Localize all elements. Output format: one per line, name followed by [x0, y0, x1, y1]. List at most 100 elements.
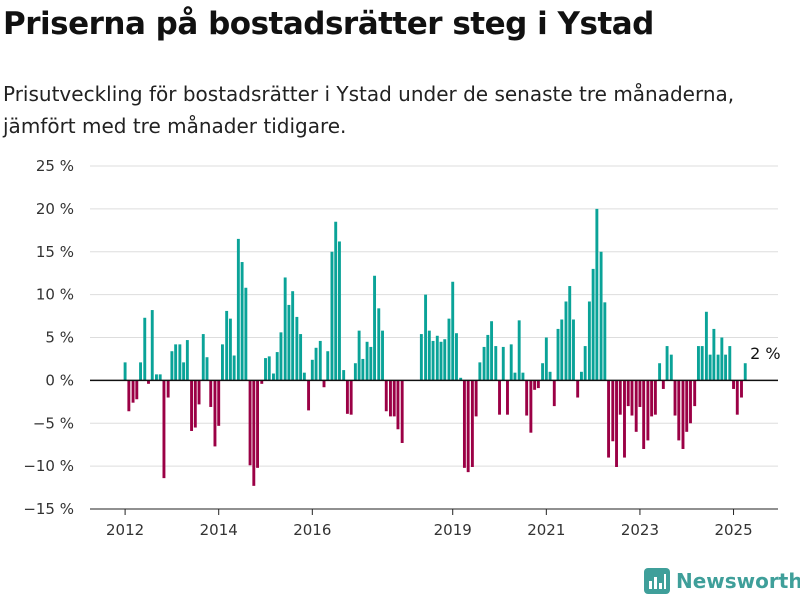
bar [166, 380, 170, 398]
bar [712, 328, 716, 381]
bar [127, 380, 131, 412]
bar [552, 380, 556, 407]
bar [221, 344, 224, 381]
chart-bars [123, 208, 747, 486]
bar [591, 268, 595, 381]
bar [544, 337, 548, 381]
bar [314, 347, 318, 381]
bar [155, 374, 158, 381]
bar [431, 340, 435, 381]
bar [560, 319, 564, 381]
bar [673, 380, 677, 416]
bar [579, 371, 583, 381]
bar [158, 374, 162, 381]
x-axis: 2012 2014 2016 2019 2021 2023 2025 [90, 508, 778, 539]
y-tick-label: 0 % [45, 371, 74, 389]
bar [272, 373, 275, 381]
y-tick-label: 20 % [36, 200, 74, 218]
bar [427, 330, 431, 381]
x-tick-label: 2012 [106, 521, 144, 539]
bar [451, 281, 455, 381]
bar [334, 221, 338, 381]
bar [389, 380, 392, 417]
bar [182, 362, 186, 381]
bar [630, 380, 634, 416]
bar [349, 380, 353, 415]
bar [501, 346, 505, 381]
bar [708, 354, 712, 381]
bar [513, 372, 517, 381]
bar [521, 372, 525, 381]
bar [685, 380, 689, 432]
bar [345, 380, 349, 414]
bar [642, 380, 646, 449]
bar [252, 380, 256, 486]
bar [326, 351, 330, 381]
bar [696, 346, 700, 381]
chart-subtitle: Prisutveckling för bostadsrätter i Ystad… [3, 82, 735, 138]
bar [209, 380, 213, 407]
bar [455, 333, 458, 381]
bar [743, 363, 747, 381]
bar [201, 334, 205, 381]
bar [361, 358, 365, 381]
x-tick-label: 2023 [621, 521, 659, 539]
bar [291, 291, 295, 381]
bar [213, 380, 217, 447]
y-tick-label: 15 % [36, 243, 74, 261]
bar [466, 380, 470, 473]
bar [240, 262, 244, 381]
x-tick-label: 2014 [200, 521, 238, 539]
bar [381, 330, 384, 381]
bar [373, 275, 377, 381]
bar [634, 380, 638, 432]
x-tick-label: 2025 [714, 521, 752, 539]
bar [424, 294, 428, 381]
bar [228, 318, 232, 381]
bar [396, 380, 400, 430]
bar [225, 310, 229, 381]
bar [377, 308, 381, 381]
bar [143, 317, 147, 381]
bar [529, 380, 533, 433]
bar [564, 301, 568, 381]
bar [740, 380, 743, 398]
y-tick-label: 25 % [36, 157, 74, 175]
bar [369, 346, 373, 381]
bar [299, 334, 303, 381]
bar [525, 380, 529, 416]
bar [244, 287, 248, 381]
bar [693, 380, 697, 407]
bar [470, 380, 474, 467]
bar [732, 380, 735, 389]
bar [256, 380, 259, 468]
bar [720, 337, 724, 381]
bar [232, 355, 236, 381]
bar [536, 380, 540, 389]
bar [700, 346, 704, 381]
bar [439, 341, 443, 381]
bar [131, 380, 135, 403]
bar [178, 344, 182, 381]
annotation-label: 2 % [750, 344, 780, 363]
bar [267, 356, 271, 381]
bar [533, 380, 537, 390]
bar [498, 380, 501, 415]
x-tick-label: 2019 [434, 521, 472, 539]
bar [135, 380, 139, 400]
bar [474, 380, 478, 417]
y-axis-labels: −15 % −10 % −5 % 0 % 5 % 10 % 15 % 20 % 25 % [23, 157, 74, 518]
bar [310, 359, 314, 381]
bar [248, 380, 252, 466]
bar [275, 352, 279, 381]
bar [556, 328, 560, 381]
bar [735, 380, 739, 415]
bar [568, 286, 572, 381]
bar [661, 380, 665, 389]
bar-chart: −15 % −10 % −5 % 0 % 5 % 10 % 15 % 20 % 25 % 201… [23, 157, 780, 539]
bar [486, 334, 490, 381]
bar [583, 346, 587, 381]
bar [658, 363, 662, 381]
bar [541, 363, 545, 381]
bar [462, 380, 466, 468]
